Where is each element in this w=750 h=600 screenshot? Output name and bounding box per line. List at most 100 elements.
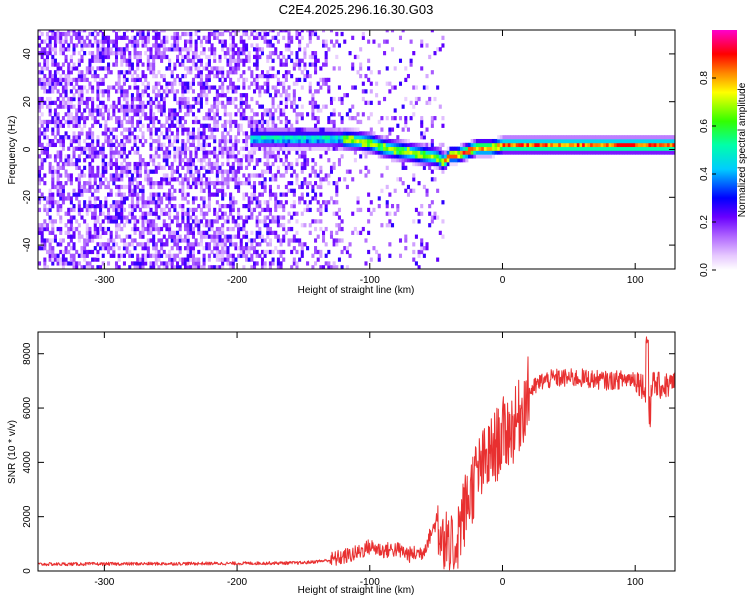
spectrogram-cell [122,104,126,109]
spectrogram-cell [311,54,315,60]
spectrogram-cell [53,116,57,121]
spectrogram-cell [229,234,233,239]
spectrogram-cell [128,265,132,269]
spectrogram-cell [91,158,95,163]
spectrogram-cell [231,43,235,48]
spectrogram-cell [298,142,302,148]
spectrogram-cell [226,169,230,174]
spectrogram-cell [43,47,47,52]
spectrogram-cell [40,192,44,197]
spectrogram-cell [260,238,264,243]
spectrogram-cell [146,35,150,40]
spectrogram-cell [160,211,164,216]
spectrogram-cell [287,226,291,232]
spectrogram-cell [385,184,389,190]
spectrogram-cell [234,104,238,109]
spectrogram-cell [221,261,225,266]
spectrogram-cell [364,100,368,105]
spectrogram-cell [67,211,71,216]
spectrogram-cell [152,253,156,258]
spectrogram-cell [114,43,119,48]
spectrogram-cell [51,138,55,144]
spectrogram-cell [452,161,456,167]
spectrogram-cell [428,96,432,102]
spectrogram-cell [505,142,509,148]
spectrogram-cell [162,35,166,40]
spectrogram-cell [300,146,304,151]
spectrogram-cell [369,257,373,262]
spectrogram-cell [181,58,185,63]
spectrogram-cell [186,242,190,247]
spectrogram-cell [83,138,87,144]
spectrogram-cell [242,85,246,90]
spectrogram-cell [449,158,453,163]
spectrogram-cell [255,196,259,201]
spectrogram-cell [518,142,522,148]
spectrogram-cell [168,116,172,121]
spectrogram-cell [237,230,241,235]
spectrogram-cell [130,207,134,213]
spectrogram-cell [173,146,177,151]
spectrogram-cell [632,135,636,140]
spectrogram-cell [552,138,556,144]
spectrogram-cell [436,188,440,193]
spectrogram-cell [335,146,339,151]
spectrogram-cell [412,85,416,90]
spectrogram-cell [162,234,166,239]
spectrogram-cell [141,246,145,251]
spectrogram-cell [242,116,246,121]
spectrogram-cell [452,150,456,155]
spectrogram-cell [48,253,52,258]
spectrogram-cell [181,62,185,67]
spectrogram-cell [226,100,230,105]
spectrogram-cell [67,62,71,67]
spectrogram-cell [56,169,60,174]
spectrogram-cell [258,31,262,37]
spectrogram-cell [117,200,121,205]
spectrogram-cell [152,43,156,48]
spectrogram-cell [194,169,198,174]
spectrogram-cell [454,161,458,167]
spectrogram-cell [138,77,142,83]
spectrogram-cell [178,249,182,255]
spectrogram-cell [308,73,312,79]
spectrogram-cell [547,150,551,155]
spectrogram-cell [574,138,578,144]
spectrogram-cell [210,161,214,167]
spectrogram-cell [80,246,84,251]
spectrogram-cell [319,127,323,132]
spectrogram-cell [247,257,251,262]
spectrogram-cell [364,238,368,243]
spectrogram-cell [197,146,201,151]
spectrogram-cell [611,146,615,151]
spectrogram-cell [72,246,76,251]
spectrogram-cell [67,108,71,113]
spectrogram-cell [367,58,371,63]
spectrogram-cell [282,161,286,167]
spectrogram-cell [574,150,578,155]
spectrogram-cell [266,123,270,128]
spectrogram-cell [401,181,405,186]
spectrogram-cell [231,119,235,125]
spectrogram-cell [207,188,211,193]
spectrogram-cell [221,211,225,216]
spectrogram-cell [367,138,371,144]
spectrogram-cell [109,230,113,235]
spectrogram-cell [83,188,87,193]
spectrogram-cell [48,246,52,251]
spectrogram-cell [51,257,55,262]
spectrogram-cell [88,181,92,186]
spectrogram-cell [61,142,65,148]
spectrogram-cell [290,51,294,56]
spectrogram-cell [160,51,164,56]
spectrogram-cell [438,230,442,235]
spectrogram-cell [186,246,190,251]
spectrogram-cell [213,242,217,247]
spectrogram-cell [290,146,294,151]
spectrogram-cell [51,30,55,33]
spectrogram-cell [85,43,89,48]
spectrogram-cell [239,158,243,163]
spectrogram-cell [332,181,336,186]
spectrogram-cell [83,242,87,247]
spectrogram-cell [398,158,403,163]
